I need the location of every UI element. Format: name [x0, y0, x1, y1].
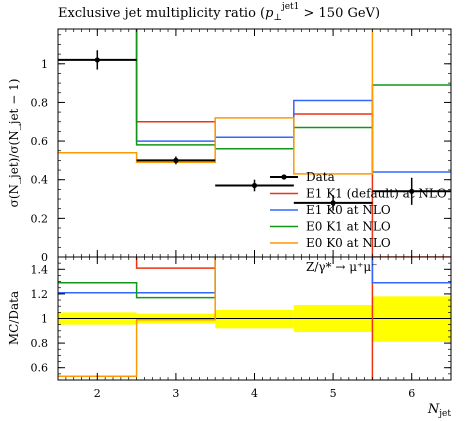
band-bin: [215, 309, 294, 329]
data-point: [136, 156, 216, 165]
data-point: [372, 177, 451, 205]
ratio-y-tick-label: 1.4: [31, 263, 49, 276]
y-tick-label: 0.2: [31, 212, 49, 225]
process-label: Z/γ* → μ⁺μ⁻: [306, 260, 378, 274]
legend-label: E1 K0 at NLO: [306, 203, 391, 217]
legend-item: E1 K1 (default) at NLO: [270, 187, 447, 201]
legend-label: E0 K1 at NLO: [306, 220, 391, 234]
data-marker: [409, 188, 415, 194]
legend-item: Data: [270, 170, 335, 184]
main-panel-series: [58, 29, 451, 257]
legend-label: Data: [306, 170, 335, 184]
ratio-line-1: [58, 257, 451, 294]
ratio-y-tick-label: 0.6: [31, 362, 49, 375]
data-point: [293, 195, 373, 211]
ratio-panel-frame: [57, 256, 452, 381]
y-axis-label-main: σ(N_jet)/σ(N_jet − 1): [7, 79, 21, 208]
data-point: [215, 179, 294, 192]
legend: Data E1 K1 (default) at NLO E1 K0 at NLO E0…: [270, 170, 447, 250]
y-tick-label: 0: [41, 251, 48, 264]
legend-item: E1 K0 at NLO: [270, 203, 391, 217]
series-line-3: [58, 29, 374, 175]
y-tick-label: 0.6: [31, 135, 49, 148]
y-axis-label-ratio: MC/Data: [7, 291, 21, 345]
chart-title: Exclusive jet multiplicity ratio (p⊥jet1…: [58, 2, 380, 23]
ratio-panel-series: [58, 257, 451, 380]
x-tick-label: 4: [251, 387, 258, 400]
x-tick-label: 6: [408, 387, 415, 400]
main-panel-frame: [57, 28, 452, 258]
ratio-y-tick-label: 1.2: [31, 288, 49, 301]
x-axis-label: Njet: [427, 402, 451, 419]
legend-marker: [281, 174, 287, 180]
data-marker: [330, 200, 336, 206]
x-tick-label: 3: [172, 387, 179, 400]
x-tick-label: 5: [330, 387, 337, 400]
ratio-line-3: [58, 257, 216, 378]
y-tick-label: 0.4: [31, 174, 49, 187]
series-line-2: [135, 29, 451, 150]
uncertainty-band: [58, 296, 451, 342]
x-tick-label: 2: [94, 387, 101, 400]
data-marker: [94, 57, 100, 63]
data-points: [58, 50, 451, 211]
data-marker: [251, 182, 258, 189]
y-tick-label: 1: [41, 58, 48, 71]
legend-label: E1 K1 (default) at NLO: [306, 187, 447, 201]
y-tick-label: 0.8: [31, 96, 49, 109]
series-line-0: [135, 29, 451, 257]
ratio-y-tick-label: 1: [41, 313, 48, 326]
data-point: [58, 50, 137, 70]
legend-item: E0 K0 at NLO: [270, 236, 391, 250]
legend-item: E0 K1 at NLO: [270, 220, 391, 234]
legend-label: E0 K0 at NLO: [306, 236, 391, 250]
ratio-line-0: [135, 257, 374, 380]
band-bin: [372, 296, 451, 342]
series-line-1: [135, 29, 451, 173]
data-marker: [173, 157, 179, 163]
ratio-y-tick-label: 0.8: [31, 337, 49, 350]
